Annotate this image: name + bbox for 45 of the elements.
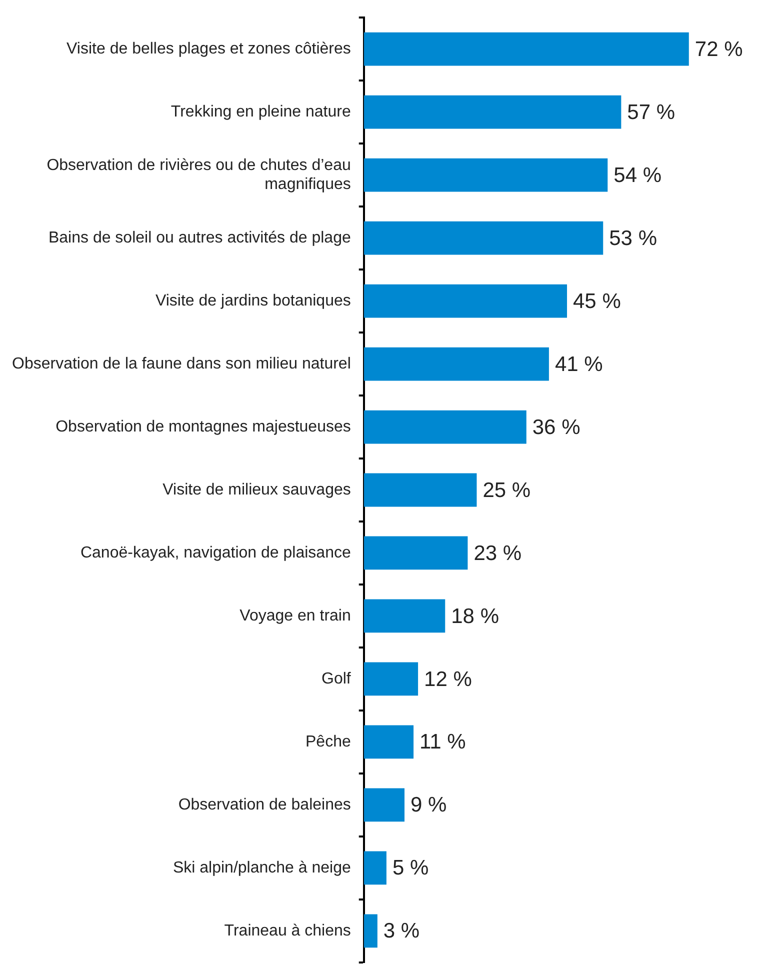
bar — [364, 347, 549, 381]
y-tick-label: Observation de rivières ou de chutes d’eau magnifiques — [46, 156, 351, 194]
data-label: 53 % — [609, 226, 657, 250]
bar — [364, 95, 622, 129]
bar — [364, 473, 477, 507]
data-label: 23 % — [474, 542, 522, 565]
bar — [364, 788, 404, 822]
data-label: 57 % — [627, 100, 676, 124]
y-tick-label: Traineau à chiens — [224, 922, 351, 940]
bar — [364, 662, 418, 696]
data-label: 11 % — [420, 730, 466, 754]
data-label: 18 % — [451, 604, 500, 628]
y-tick-label: Visite de milieux sauvages — [162, 481, 351, 498]
data-label: 41 % — [554, 352, 603, 376]
y-tick-label: Bains de soleil ou autres activités de plage — [48, 229, 351, 246]
y-tick-label: Golf — [322, 670, 352, 688]
data-label: 5 % — [392, 856, 429, 880]
y-tick-label: Ski alpin/planche à neige — [172, 859, 351, 876]
bar — [364, 599, 446, 633]
bar — [364, 284, 568, 318]
y-tick-label: Voyage en train — [240, 607, 351, 624]
bar — [364, 725, 414, 759]
bar — [364, 32, 689, 66]
bar — [364, 536, 468, 570]
y-tick-label: Trekking en pleine nature — [170, 103, 351, 120]
bar — [364, 221, 604, 255]
bar — [364, 158, 608, 192]
bar — [364, 410, 526, 444]
data-label: 45 % — [573, 290, 621, 313]
data-label: 12 % — [424, 668, 472, 691]
y-tick-label: Observation de baleines — [178, 796, 351, 814]
data-label: 36 % — [532, 416, 580, 439]
y-tick-label: Observation de la faune dans son milieu naturel — [12, 355, 351, 372]
bar — [364, 914, 378, 948]
y-tick-label: Canoë-kayak, navigation de plaisance — [80, 544, 351, 562]
data-label: 54 % — [614, 164, 662, 187]
y-tick-label: Pêche — [306, 733, 351, 750]
y-tick-label: Observation de montagnes majestueuses — [56, 418, 351, 436]
data-label: 9 % — [410, 794, 447, 817]
bar — [364, 851, 386, 885]
data-label: 3 % — [383, 920, 420, 943]
data-label: 25 % — [482, 478, 531, 502]
y-tick-label: Visite de belles plages et zones côtières — [66, 40, 351, 58]
y-tick-label: Visite de jardins botaniques — [155, 292, 351, 310]
data-label: 72 % — [694, 38, 743, 61]
